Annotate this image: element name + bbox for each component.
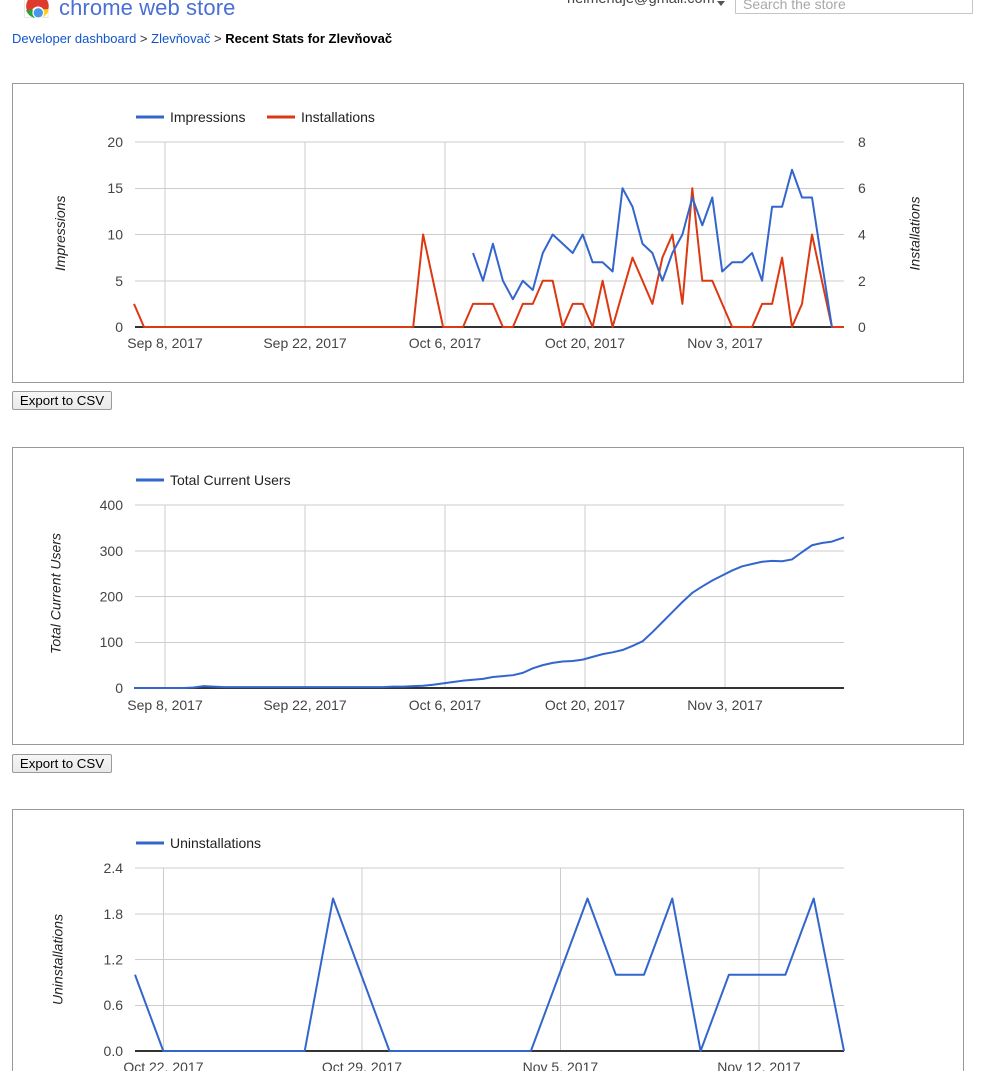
svg-text:15: 15 (107, 180, 123, 196)
svg-text:8: 8 (858, 134, 866, 150)
svg-text:Oct 29, 2017: Oct 29, 2017 (322, 1059, 402, 1071)
svg-text:Nov 5, 2017: Nov 5, 2017 (523, 1059, 599, 1071)
svg-text:Oct 6, 2017: Oct 6, 2017 (409, 335, 482, 351)
svg-text:0.6: 0.6 (104, 997, 124, 1013)
svg-text:6: 6 (858, 180, 866, 196)
svg-text:20: 20 (107, 134, 123, 150)
svg-text:1.8: 1.8 (104, 906, 124, 922)
svg-text:Oct 22, 2017: Oct 22, 2017 (123, 1059, 203, 1071)
svg-text:Sep 22, 2017: Sep 22, 2017 (263, 335, 347, 351)
svg-text:100: 100 (100, 634, 124, 650)
svg-text:4: 4 (858, 227, 866, 243)
svg-text:Total Current Users: Total Current Users (170, 472, 291, 488)
svg-text:1.2: 1.2 (104, 952, 124, 968)
svg-text:Nov 3, 2017: Nov 3, 2017 (687, 697, 763, 713)
svg-text:0: 0 (115, 680, 123, 696)
svg-text:0.0: 0.0 (104, 1043, 124, 1059)
svg-text:Total Current Users: Total Current Users (48, 533, 64, 654)
svg-text:Impressions: Impressions (170, 109, 245, 125)
svg-text:300: 300 (100, 543, 124, 559)
svg-text:200: 200 (100, 589, 124, 605)
svg-text:Sep 8, 2017: Sep 8, 2017 (127, 335, 203, 351)
svg-text:Oct 20, 2017: Oct 20, 2017 (545, 335, 625, 351)
svg-text:2.4: 2.4 (104, 860, 124, 876)
svg-text:Oct 20, 2017: Oct 20, 2017 (545, 697, 625, 713)
svg-text:10: 10 (107, 227, 123, 243)
svg-text:Uninstallations: Uninstallations (170, 835, 261, 851)
svg-text:Impressions: Impressions (52, 196, 68, 271)
svg-text:Uninstallations: Uninstallations (50, 914, 66, 1005)
svg-text:2: 2 (858, 273, 866, 289)
svg-text:Nov 12, 2017: Nov 12, 2017 (717, 1059, 800, 1071)
svg-text:0: 0 (858, 319, 866, 335)
svg-text:Installations: Installations (301, 109, 375, 125)
svg-text:Installations: Installations (907, 197, 923, 271)
svg-text:400: 400 (100, 497, 124, 513)
svg-text:Oct 6, 2017: Oct 6, 2017 (409, 697, 482, 713)
svg-text:Sep 8, 2017: Sep 8, 2017 (127, 697, 203, 713)
svg-text:5: 5 (115, 273, 123, 289)
svg-text:0: 0 (115, 319, 123, 335)
svg-text:Nov 3, 2017: Nov 3, 2017 (687, 335, 763, 351)
svg-text:Sep 22, 2017: Sep 22, 2017 (263, 697, 347, 713)
